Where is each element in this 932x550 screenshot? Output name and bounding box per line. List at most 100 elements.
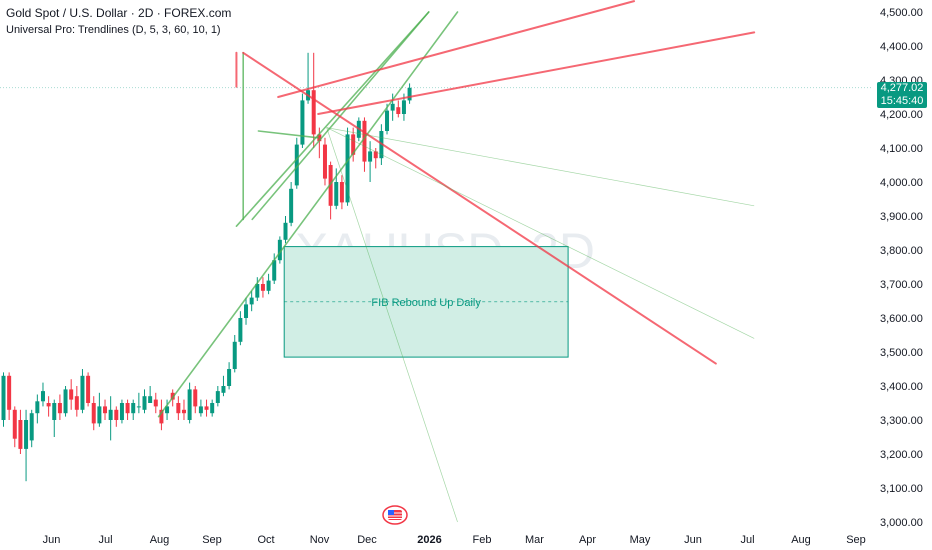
x-tick-label: 2026 — [417, 534, 441, 546]
candle-body[interactable] — [114, 409, 119, 420]
candle-body[interactable] — [125, 403, 130, 414]
candle-body[interactable] — [227, 369, 232, 386]
trendline[interactable] — [157, 11, 459, 418]
candles[interactable] — [1, 52, 412, 482]
candle-body[interactable] — [277, 239, 282, 261]
candle-body[interactable] — [187, 389, 192, 420]
projection-line[interactable] — [326, 127, 755, 339]
candle-body[interactable] — [18, 420, 23, 449]
candle-body[interactable] — [181, 409, 186, 414]
candle-body[interactable] — [7, 375, 12, 410]
x-tick-label: Jul — [98, 534, 112, 546]
candle-body[interactable] — [153, 399, 158, 407]
candle-body[interactable] — [136, 406, 141, 408]
x-axis[interactable]: Jun Jul Aug Sep Oct Nov Dec 2026 Feb Mar Apr May Jun… — [43, 534, 866, 546]
candle-body[interactable] — [255, 284, 260, 298]
candle-body[interactable] — [86, 375, 91, 403]
projection-line[interactable] — [326, 127, 458, 523]
candle-body[interactable] — [289, 188, 294, 223]
candle-body[interactable] — [390, 103, 395, 111]
candle-body[interactable] — [311, 90, 316, 135]
candle-body[interactable] — [317, 134, 322, 142]
candle-body[interactable] — [334, 182, 339, 206]
legend-indicator[interactable]: Universal Pro: Trendlines (D, 5, 3, 60, … — [6, 24, 221, 36]
candle-body[interactable] — [52, 403, 57, 420]
candle-body[interactable] — [69, 389, 74, 400]
candle-body[interactable] — [396, 107, 401, 114]
y-tick-label: 4,000.00 — [880, 177, 923, 189]
candle-body[interactable] — [119, 403, 124, 420]
candle-body[interactable] — [1, 375, 6, 420]
candle-body[interactable] — [142, 396, 147, 410]
candle-body[interactable] — [294, 144, 299, 186]
candle-body[interactable] — [362, 120, 367, 162]
candle-body[interactable] — [29, 413, 34, 441]
candle-body[interactable] — [63, 389, 68, 414]
candle-body[interactable] — [221, 386, 226, 393]
candle-body[interactable] — [283, 222, 288, 240]
trendline[interactable] — [317, 31, 756, 115]
x-tick-label: Jun — [684, 534, 702, 546]
candle-body[interactable] — [407, 87, 412, 101]
candle-body[interactable] — [46, 403, 51, 407]
candle-body[interactable] — [300, 100, 305, 145]
candle-body[interactable] — [401, 100, 406, 114]
trendline[interactable] — [277, 0, 636, 98]
y-tick-label: 3,600.00 — [880, 313, 923, 325]
candle-body[interactable] — [91, 403, 96, 424]
candle-body[interactable] — [260, 284, 265, 291]
flag-logo-icon[interactable] — [382, 505, 408, 525]
candle-body[interactable] — [266, 280, 271, 291]
trendlines[interactable] — [157, 0, 756, 523]
candle-body[interactable] — [159, 409, 164, 424]
candle-body[interactable] — [368, 151, 373, 162]
candle-body[interactable] — [215, 391, 220, 403]
candle-body[interactable] — [12, 409, 17, 439]
candle-body[interactable] — [204, 406, 209, 410]
candle-body[interactable] — [210, 403, 215, 414]
y-tick-label: 3,300.00 — [880, 415, 923, 427]
candle-body[interactable] — [249, 297, 254, 305]
y-tick-label: 3,000.00 — [880, 517, 923, 529]
last-price-value: 4,277.02 — [880, 82, 924, 94]
candle-body[interactable] — [322, 144, 327, 179]
candle-body[interactable] — [244, 304, 249, 318]
candle-body[interactable] — [351, 134, 356, 155]
x-tick-label: Aug — [791, 534, 811, 546]
candle-body[interactable] — [97, 406, 102, 424]
candle-body[interactable] — [385, 110, 390, 131]
projection-line[interactable] — [326, 127, 755, 207]
candle-body[interactable] — [148, 396, 153, 403]
candle-body[interactable] — [40, 391, 45, 402]
candle-body[interactable] — [345, 134, 350, 203]
candle-body[interactable] — [232, 341, 237, 369]
candle-body[interactable] — [24, 420, 29, 449]
candle-body[interactable] — [108, 409, 113, 420]
candle-body[interactable] — [373, 151, 378, 159]
candle-body[interactable] — [272, 260, 277, 281]
legend-title[interactable]: Gold Spot / U.S. Dollar · 2D · FOREX.com — [6, 6, 232, 20]
trendline[interactable] — [242, 51, 717, 365]
trendline[interactable] — [257, 130, 320, 139]
candle-body[interactable] — [74, 396, 79, 410]
y-tick-label: 4,200.00 — [880, 109, 923, 121]
y-axis[interactable]: 4,500.004,400.004,300.004,200.004,100.00… — [880, 7, 923, 529]
candle-body[interactable] — [35, 401, 40, 414]
candle-body[interactable] — [339, 182, 344, 203]
candle-body[interactable] — [198, 406, 203, 414]
x-tick-label: Sep — [846, 534, 866, 546]
candle-body[interactable] — [103, 406, 108, 414]
y-tick-label: 4,500.00 — [880, 7, 923, 19]
trendline[interactable] — [235, 11, 430, 227]
candle-body[interactable] — [57, 403, 62, 414]
fib-zone[interactable]: FIB Rebound Up Daily — [283, 246, 569, 358]
candle-body[interactable] — [165, 406, 170, 414]
candle-body[interactable] — [176, 403, 181, 414]
candle-body[interactable] — [131, 403, 136, 414]
candle-body[interactable] — [80, 375, 85, 410]
candle-body[interactable] — [328, 165, 333, 206]
candle-body[interactable] — [238, 318, 243, 342]
candle-body[interactable] — [193, 389, 198, 407]
